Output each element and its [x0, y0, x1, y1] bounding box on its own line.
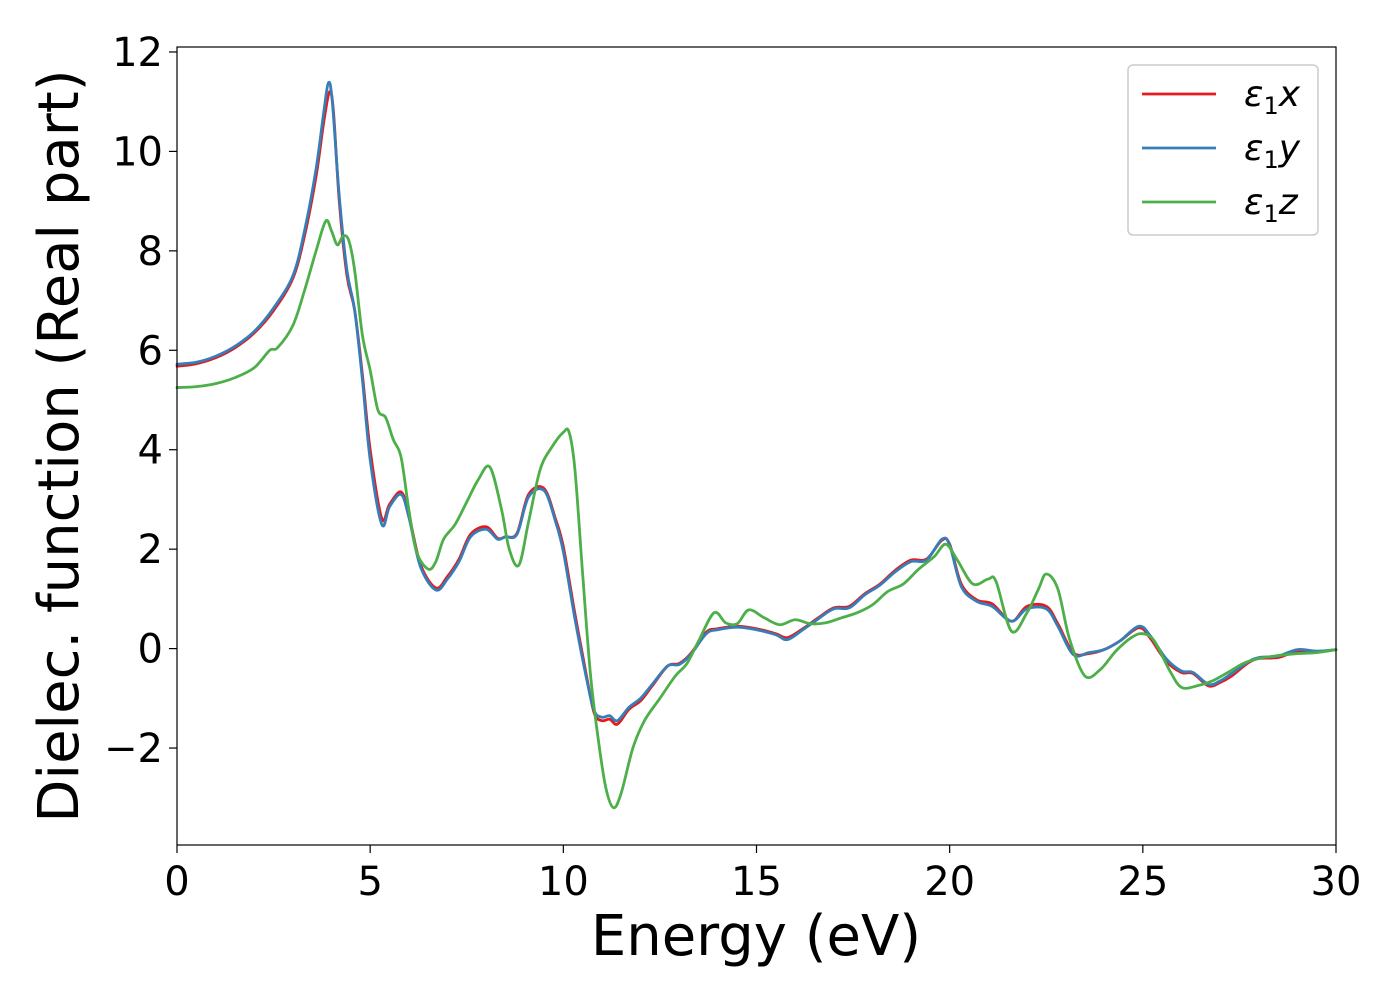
y-tick-label: 8 — [138, 229, 163, 275]
x-tick-label: 25 — [1117, 859, 1168, 905]
y-tick-label: −2 — [104, 726, 163, 772]
y-tick-label: 12 — [112, 30, 163, 76]
y-tick-label: 4 — [138, 428, 163, 474]
x-tick-label: 15 — [731, 859, 782, 905]
series-group — [175, 80, 1338, 810]
y-axis-title: Dielec. function (Real part) — [27, 69, 92, 822]
x-axis: 0 5 10 15 20 25 30 — [164, 845, 1361, 905]
y-tick-label: 2 — [138, 527, 163, 573]
legend-label-x: ε1x — [1244, 74, 1301, 120]
y-tick-label: 0 — [138, 627, 163, 673]
x-tick-label: 0 — [164, 859, 189, 905]
legend-label-z: ε1z — [1244, 182, 1299, 228]
legend-box — [1127, 64, 1319, 236]
x-tick-label: 10 — [538, 859, 589, 905]
x-tick-label: 30 — [1311, 859, 1362, 905]
y-axis: −2 0 2 4 6 8 10 12 — [104, 30, 177, 772]
series-line-y — [175, 80, 1338, 723]
x-tick-label: 5 — [357, 859, 382, 905]
legend: ε1x ε1y ε1z — [1127, 64, 1319, 236]
x-tick-label: 20 — [924, 859, 975, 905]
y-tick-label: 10 — [112, 129, 163, 175]
y-tick-label: 6 — [138, 328, 163, 374]
legend-label-y: ε1y — [1244, 128, 1301, 174]
series-line-z — [175, 218, 1338, 810]
x-axis-title: Energy (eV) — [591, 904, 921, 969]
